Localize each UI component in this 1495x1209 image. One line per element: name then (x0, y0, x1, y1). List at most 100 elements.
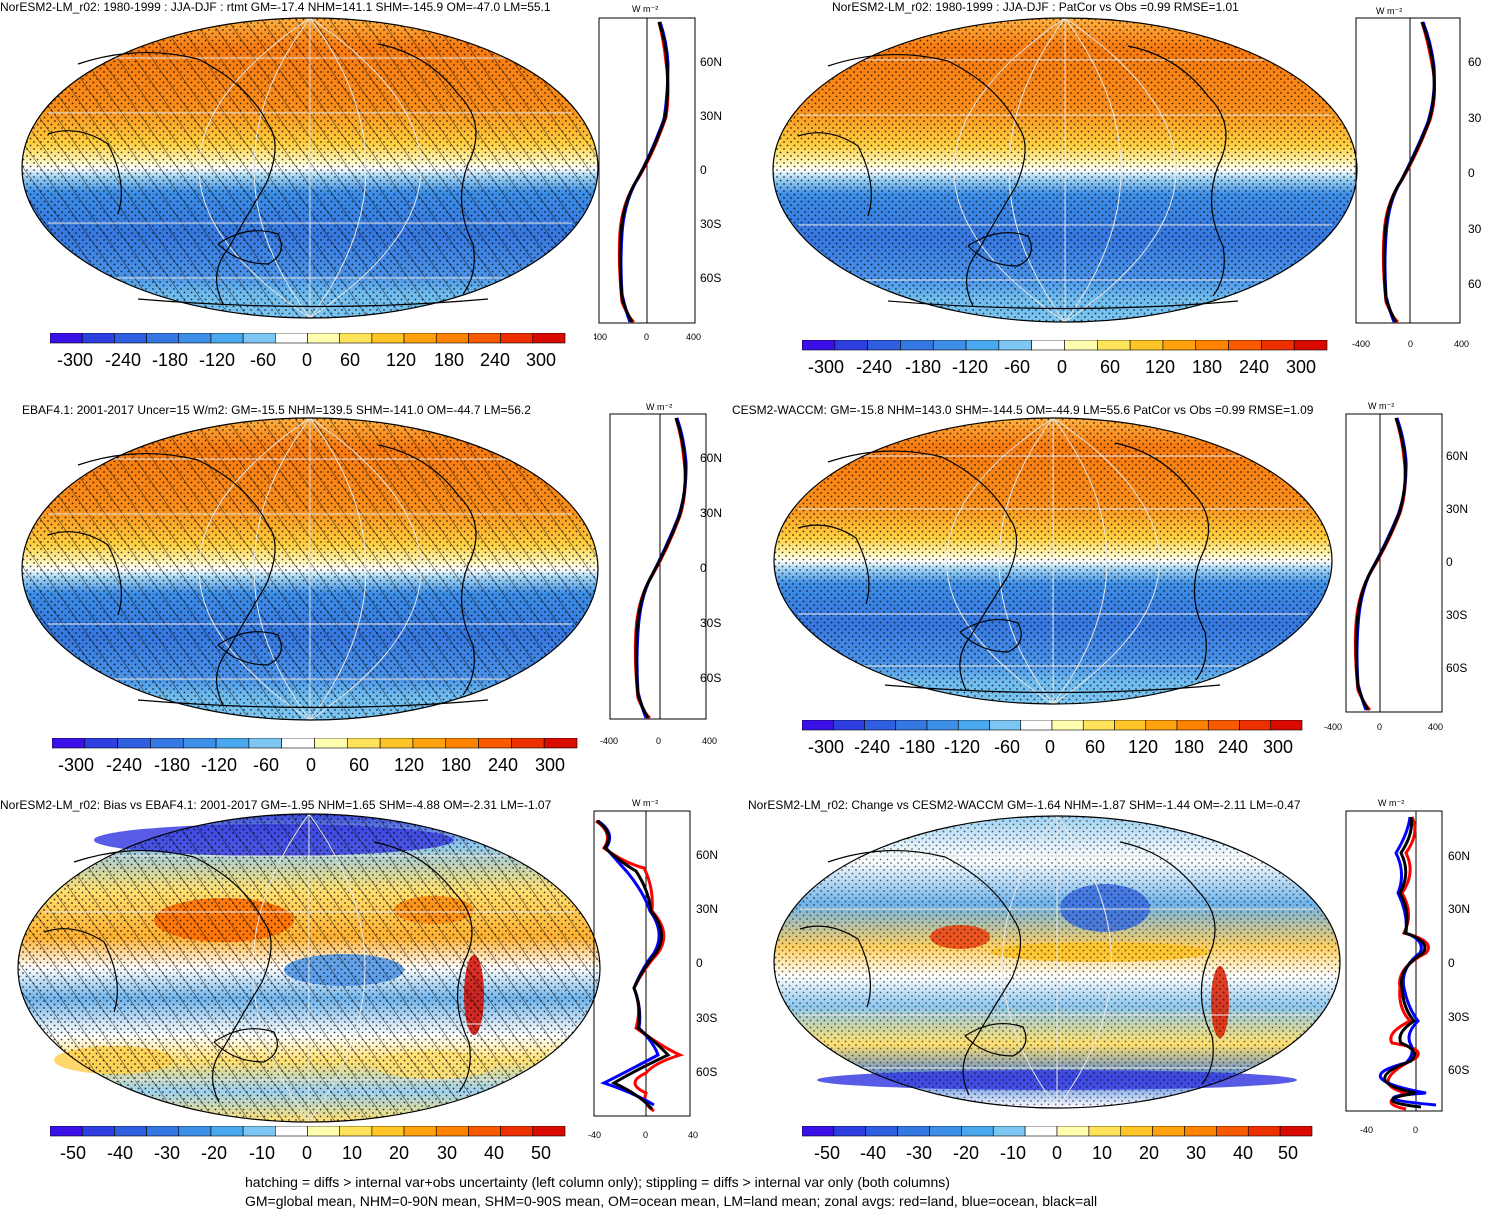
colorbar-swatch (81, 333, 115, 344)
svg-text:-400: -400 (594, 332, 607, 342)
colorbar-swatch (182, 738, 217, 749)
colorbar-swatch (834, 340, 868, 351)
colorbar-swatch (275, 1126, 308, 1137)
svg-text:0: 0 (1448, 956, 1455, 970)
colorbar-swatch (1082, 720, 1115, 731)
colorbar-swatch (403, 333, 437, 344)
coastlines (799, 841, 1216, 1096)
svg-text:50: 50 (531, 1143, 551, 1163)
svg-text:180: 180 (1192, 357, 1222, 377)
panel-title: NorESM2-LM_r02: Change vs CESM2-WACCM GM… (748, 798, 1301, 812)
coastlines (797, 442, 1221, 694)
colorbar-swatch (307, 333, 340, 344)
profile-lat-labels: 60 30 0 30 60 (1468, 55, 1482, 291)
svg-text:30N: 30N (696, 902, 718, 916)
svg-text:120: 120 (1145, 357, 1175, 377)
colorbar-swatch (281, 738, 315, 749)
colorbar-swatch (1097, 340, 1131, 351)
colorbar-swatch (178, 333, 212, 344)
profile-units: W m⁻² (1378, 798, 1404, 808)
svg-text:180: 180 (1174, 737, 1204, 757)
panel-title: NorESM2-LM_r02: Bias vs EBAF4.1: 2001-20… (0, 798, 552, 812)
colorbar-swatch (992, 1126, 1026, 1137)
colorbar-swatch (468, 1126, 501, 1137)
map-panel (17, 813, 601, 1123)
svg-text:30N: 30N (700, 109, 722, 123)
svg-text:-400: -400 (1352, 339, 1370, 349)
colorbar-swatch (347, 738, 381, 749)
colorbar-swatch (1120, 1126, 1153, 1137)
colorbar-swatch (989, 720, 1022, 731)
colorbar-swatch (1114, 720, 1147, 731)
svg-text:60: 60 (1100, 357, 1120, 377)
svg-text:-300: -300 (808, 737, 844, 757)
svg-text:20: 20 (389, 1143, 409, 1163)
coastlines (797, 45, 1239, 310)
svg-text:180: 180 (434, 350, 464, 370)
colorbar-swatch (957, 720, 990, 731)
svg-text:-180: -180 (899, 737, 935, 757)
svg-text:60: 60 (340, 350, 360, 370)
svg-text:-10: -10 (249, 1143, 275, 1163)
colorbar-swatch (543, 738, 578, 749)
svg-text:60: 60 (349, 755, 369, 775)
profile-lat-labels: 60N 30N 0 30S 60S (700, 451, 722, 685)
svg-text:30S: 30S (700, 616, 721, 630)
svg-text:60N: 60N (1446, 449, 1468, 463)
colorbar-swatch (1293, 340, 1328, 351)
svg-text:-300: -300 (58, 755, 94, 775)
colorbar-swatch (339, 333, 373, 344)
svg-text:0: 0 (696, 956, 703, 970)
svg-text:60: 60 (1468, 277, 1482, 291)
svg-text:-400: -400 (600, 736, 618, 746)
zonal-profile: W m⁻² 60N 30N 0 30S 60S -400 0 400 (1324, 401, 1468, 732)
coastlines (43, 841, 473, 1103)
colorbar-swatch (500, 1126, 534, 1137)
colorbar-swatch (532, 333, 566, 344)
profile-x-ticks: -400 0 400 (594, 332, 701, 342)
svg-text:40: 40 (1233, 1143, 1253, 1163)
colorbar-swatch (307, 1126, 340, 1137)
colorbar-swatch (1207, 720, 1240, 731)
svg-text:30: 30 (1186, 1143, 1206, 1163)
colorbar: -300 -240 -180 -120 -60 0 60 120 180 240… (802, 720, 1303, 757)
colorbar-labels: -300 -240 -180 -120 -60 0 60 120 180 240… (808, 737, 1293, 757)
svg-text:60S: 60S (696, 1065, 717, 1079)
colorbar-swatch (50, 333, 83, 344)
colorbar-swatch (215, 738, 250, 749)
colorbar-swatch (117, 738, 151, 749)
svg-text:-40: -40 (860, 1143, 886, 1163)
colorbar-swatch (1216, 1126, 1249, 1137)
profile-all (618, 21, 670, 323)
svg-text:-60: -60 (1004, 357, 1030, 377)
coastlines (47, 43, 489, 308)
svg-text:10: 10 (342, 1143, 362, 1163)
svg-text:300: 300 (1286, 357, 1316, 377)
colorbar-swatch (929, 1126, 962, 1137)
svg-text:30: 30 (437, 1143, 457, 1163)
svg-text:180: 180 (441, 755, 471, 775)
profile-all (1382, 21, 1436, 323)
profile-land (1381, 21, 1437, 324)
svg-text:-240: -240 (105, 350, 141, 370)
profile-x-ticks: -400 0 400 (1324, 722, 1443, 732)
svg-text:0: 0 (1045, 737, 1055, 757)
svg-text:30S: 30S (1448, 1010, 1469, 1024)
colorbar-labels: -50 -40 -30 -20 -10 0 10 20 30 40 50 (814, 1143, 1298, 1163)
profile-land (617, 21, 670, 324)
svg-text:300: 300 (535, 755, 565, 775)
svg-text:-180: -180 (152, 350, 188, 370)
profile-lat-labels: 60N 30N 0 30S 60S (700, 55, 722, 285)
svg-text:-240: -240 (106, 755, 142, 775)
svg-text:240: 240 (480, 350, 510, 370)
svg-text:300: 300 (526, 350, 556, 370)
colorbar-swatch (178, 1126, 212, 1137)
profile-units: W m⁻² (1376, 6, 1402, 16)
svg-text:400: 400 (686, 332, 701, 342)
colorbar-swatch (833, 1126, 867, 1137)
colorbar: -50 -40 -30 -20 -10 0 10 20 30 40 50 (50, 1126, 566, 1163)
colorbar-swatch (435, 333, 469, 344)
colorbar-swatch (897, 1126, 930, 1137)
colorbar-swatch (146, 1126, 180, 1137)
profile-ocean (1355, 417, 1408, 711)
